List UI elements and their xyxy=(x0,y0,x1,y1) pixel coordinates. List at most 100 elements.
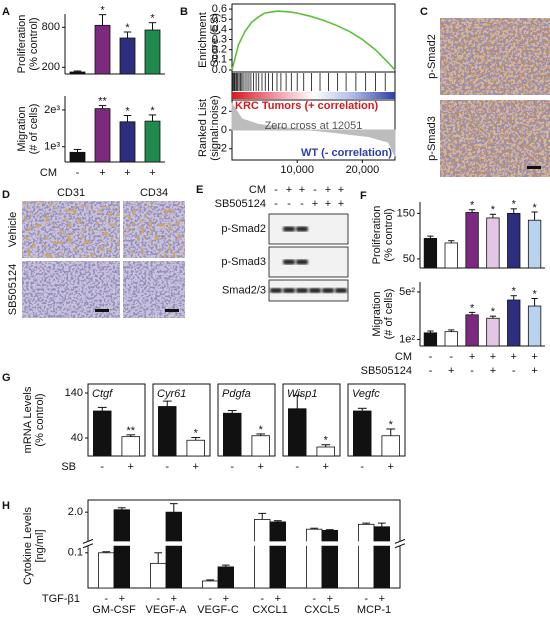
bar xyxy=(316,446,335,457)
category-label: CXCL1 xyxy=(252,604,287,616)
bar xyxy=(94,108,111,163)
condition-sign: - xyxy=(429,351,433,363)
condition-sign: - xyxy=(360,461,364,473)
y-tick-label: 800 xyxy=(42,21,60,33)
error-bar xyxy=(97,406,107,411)
error-bar xyxy=(73,148,82,153)
category-label: VEGF-C xyxy=(197,604,239,616)
error-bar xyxy=(102,551,111,553)
condition-sign: + xyxy=(124,167,130,179)
error-bar xyxy=(510,295,517,301)
blot-band xyxy=(296,226,308,232)
error-bar xyxy=(117,507,126,510)
condition-sign: + xyxy=(119,593,125,605)
condition-sign: - xyxy=(512,365,516,377)
y-tick-label: 0.5 xyxy=(212,13,227,25)
bar xyxy=(144,120,161,163)
condition-name: SB xyxy=(61,461,76,473)
gene-title: Pdgfa xyxy=(222,388,251,400)
error-bar xyxy=(468,311,476,315)
condition-sign: - xyxy=(165,461,169,473)
bar xyxy=(149,562,167,589)
condition-sign: + xyxy=(286,184,292,196)
zero-cross-note: Zero cross at 12051 xyxy=(265,120,363,132)
error-bar xyxy=(292,394,302,409)
significance-label: * xyxy=(150,13,155,25)
plot-frame xyxy=(347,383,406,457)
condition-name: CM xyxy=(395,351,412,363)
condition-sign: + xyxy=(469,351,475,363)
column-label: CD34 xyxy=(140,187,168,199)
condition-sign: + xyxy=(490,365,496,377)
bar xyxy=(223,412,242,457)
bar xyxy=(444,242,458,269)
bar xyxy=(305,528,323,589)
condition-sign: - xyxy=(260,593,264,605)
error-bar xyxy=(126,434,136,437)
condition-sign: + xyxy=(338,184,344,196)
error-bar xyxy=(448,240,455,243)
condition-sign: - xyxy=(208,593,212,605)
condition-sign: - xyxy=(312,593,316,605)
significance-label: ** xyxy=(98,96,107,108)
y-axis-label: (# of cells) xyxy=(383,289,395,340)
micrograph xyxy=(22,261,120,318)
panel-label: D xyxy=(2,189,10,201)
y-tick-label: 0.2 xyxy=(212,44,227,56)
scale-bar xyxy=(165,309,179,312)
error-bar xyxy=(489,213,497,218)
micrograph xyxy=(440,18,550,95)
condition-sign: + xyxy=(149,167,155,179)
y-axis-label: Enrichment xyxy=(197,12,209,68)
gene-title: Cyr61 xyxy=(157,388,186,400)
blot-band xyxy=(283,226,295,232)
error-bar xyxy=(321,444,331,447)
column-label: CD31 xyxy=(57,187,85,199)
y-axis-label: (% control) xyxy=(34,393,46,446)
micrograph xyxy=(123,201,185,258)
blot xyxy=(268,246,349,278)
axis-break-gap xyxy=(82,541,406,546)
error-bar xyxy=(468,209,476,213)
condition-sign: - xyxy=(287,198,291,210)
error-bar xyxy=(191,437,201,441)
bar xyxy=(444,331,458,347)
bar xyxy=(144,29,161,75)
condition-name: CM xyxy=(249,184,266,196)
condition-sign: + xyxy=(448,365,454,377)
bar xyxy=(423,332,438,347)
bar xyxy=(465,212,479,269)
error-bar xyxy=(206,579,215,581)
plot-frame xyxy=(217,383,276,457)
bar xyxy=(486,317,500,347)
error-bar xyxy=(221,564,230,567)
significance-label: * xyxy=(100,5,105,17)
condition-sign: + xyxy=(323,461,329,473)
y-axis-label: Ranked List xyxy=(197,99,209,157)
y-tick-label: 2 xyxy=(221,105,227,117)
bar xyxy=(353,410,372,457)
condition-sign: + xyxy=(171,593,177,605)
y-tick-label: 5e² xyxy=(399,286,415,298)
error-bar xyxy=(427,330,434,333)
bar xyxy=(507,212,521,269)
condition-name: TGF-β1 xyxy=(42,593,80,605)
error-bar xyxy=(258,512,267,520)
error-bar xyxy=(98,105,107,109)
bar xyxy=(69,151,86,163)
error-bar xyxy=(162,400,172,407)
correlation-bar xyxy=(232,92,395,99)
gene-title: Wisp1 xyxy=(287,388,317,400)
condition-sign: - xyxy=(100,461,104,473)
bar xyxy=(119,37,136,75)
blot-band xyxy=(283,259,295,265)
condition-sign: - xyxy=(156,593,160,605)
x-tick-label: 10,000 xyxy=(280,164,314,176)
condition-sign: + xyxy=(128,461,134,473)
bar xyxy=(94,24,111,75)
bar xyxy=(507,299,521,347)
blot-band xyxy=(309,288,321,293)
bar xyxy=(251,435,270,457)
blot-band xyxy=(322,288,334,293)
